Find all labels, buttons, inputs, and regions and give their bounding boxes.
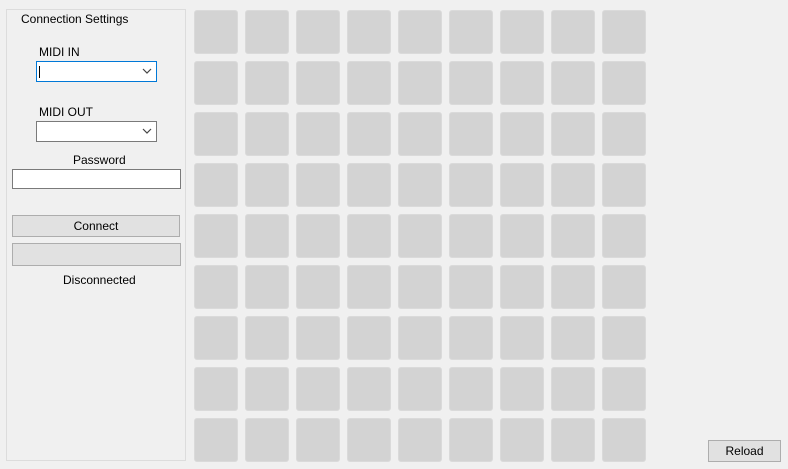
pad-button[interactable]: [449, 265, 493, 309]
pad-button[interactable]: [194, 316, 238, 360]
pad-button[interactable]: [551, 112, 595, 156]
pad-button[interactable]: [347, 265, 391, 309]
pad-button[interactable]: [194, 265, 238, 309]
pad-button[interactable]: [296, 61, 340, 105]
pad-button[interactable]: [347, 418, 391, 462]
pad-button[interactable]: [347, 10, 391, 54]
pad-button[interactable]: [245, 112, 289, 156]
pad-button[interactable]: [398, 163, 442, 207]
pad-button[interactable]: [602, 214, 646, 258]
pad-button[interactable]: [194, 10, 238, 54]
pad-button[interactable]: [398, 112, 442, 156]
connect-button-label: Connect: [73, 219, 119, 233]
pad-button[interactable]: [296, 10, 340, 54]
pad-button[interactable]: [449, 214, 493, 258]
pad-button[interactable]: [500, 10, 544, 54]
pad-button[interactable]: [194, 214, 238, 258]
pad-button[interactable]: [296, 265, 340, 309]
pad-button[interactable]: [245, 163, 289, 207]
pad-button[interactable]: [296, 367, 340, 411]
midi-out-label: MIDI OUT: [39, 105, 93, 119]
pad-button[interactable]: [296, 112, 340, 156]
pad-button[interactable]: [194, 367, 238, 411]
pad-button[interactable]: [449, 163, 493, 207]
pad-button[interactable]: [551, 61, 595, 105]
pad-button[interactable]: [500, 418, 544, 462]
pad-button[interactable]: [551, 367, 595, 411]
pad-button[interactable]: [449, 112, 493, 156]
pad-button[interactable]: [602, 367, 646, 411]
pad-button[interactable]: [245, 367, 289, 411]
pad-button[interactable]: [551, 214, 595, 258]
pad-button[interactable]: [245, 265, 289, 309]
pad-button[interactable]: [449, 316, 493, 360]
pad-button[interactable]: [245, 10, 289, 54]
connect-button[interactable]: Connect: [12, 215, 180, 237]
pad-button[interactable]: [500, 61, 544, 105]
pad-button[interactable]: [602, 418, 646, 462]
pad-button[interactable]: [500, 214, 544, 258]
pad-button[interactable]: [449, 367, 493, 411]
pad-button[interactable]: [602, 61, 646, 105]
reload-button[interactable]: Reload: [708, 440, 781, 462]
pad-button[interactable]: [296, 418, 340, 462]
pad-button[interactable]: [194, 112, 238, 156]
pad-button[interactable]: [194, 61, 238, 105]
password-label: Password: [73, 153, 126, 167]
connection-settings-title: Connection Settings: [19, 12, 131, 26]
pad-button[interactable]: [602, 10, 646, 54]
pad-button[interactable]: [551, 265, 595, 309]
connection-settings-group: Connection Settings: [6, 9, 186, 461]
secondary-action-button[interactable]: [12, 243, 181, 266]
pad-button[interactable]: [500, 367, 544, 411]
pad-button[interactable]: [449, 418, 493, 462]
pad-button[interactable]: [398, 367, 442, 411]
pad-button[interactable]: [398, 10, 442, 54]
reload-button-label: Reload: [725, 444, 764, 458]
pad-button[interactable]: [398, 61, 442, 105]
pad-button[interactable]: [347, 112, 391, 156]
midi-in-dropdown[interactable]: [36, 61, 157, 82]
chevron-down-icon[interactable]: [142, 126, 152, 136]
pad-button[interactable]: [296, 163, 340, 207]
pad-button[interactable]: [347, 214, 391, 258]
pad-button[interactable]: [500, 316, 544, 360]
pad-button[interactable]: [296, 214, 340, 258]
pad-button[interactable]: [551, 10, 595, 54]
password-input[interactable]: [12, 169, 181, 189]
pad-button[interactable]: [551, 316, 595, 360]
pad-button[interactable]: [398, 214, 442, 258]
pad-button[interactable]: [602, 265, 646, 309]
pad-button[interactable]: [500, 112, 544, 156]
pad-button[interactable]: [245, 61, 289, 105]
pad-button[interactable]: [398, 265, 442, 309]
pad-button[interactable]: [194, 163, 238, 207]
connection-status: Disconnected: [63, 273, 136, 287]
pad-button[interactable]: [449, 10, 493, 54]
pad-button[interactable]: [347, 61, 391, 105]
pad-button[interactable]: [347, 316, 391, 360]
pad-grid: [194, 10, 646, 462]
pad-button[interactable]: [296, 316, 340, 360]
pad-button[interactable]: [449, 61, 493, 105]
chevron-down-icon[interactable]: [142, 66, 152, 76]
text-caret: [39, 66, 40, 78]
pad-button[interactable]: [551, 418, 595, 462]
midi-in-label: MIDI IN: [39, 45, 80, 59]
pad-button[interactable]: [398, 418, 442, 462]
pad-button[interactable]: [398, 316, 442, 360]
pad-button[interactable]: [602, 316, 646, 360]
pad-button[interactable]: [602, 112, 646, 156]
pad-button[interactable]: [347, 367, 391, 411]
pad-button[interactable]: [602, 163, 646, 207]
pad-button[interactable]: [245, 316, 289, 360]
pad-button[interactable]: [551, 163, 595, 207]
pad-button[interactable]: [500, 163, 544, 207]
pad-button[interactable]: [500, 265, 544, 309]
pad-button[interactable]: [245, 214, 289, 258]
pad-button[interactable]: [194, 418, 238, 462]
pad-button[interactable]: [347, 163, 391, 207]
midi-out-dropdown[interactable]: [36, 121, 157, 142]
pad-button[interactable]: [245, 418, 289, 462]
